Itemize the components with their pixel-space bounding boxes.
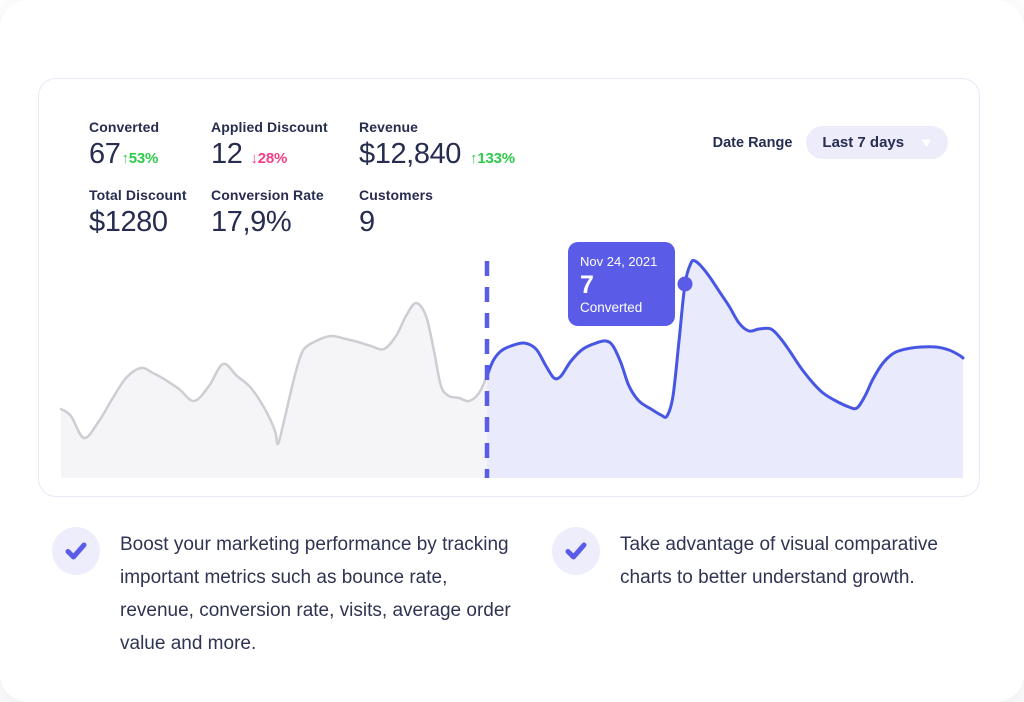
highlight-dot — [677, 276, 693, 292]
comparison-area-chart[interactable]: Nov 24, 2021 7 Converted — [59, 242, 965, 478]
check-circle-icon — [552, 527, 600, 575]
tooltip-date: Nov 24, 2021 — [580, 254, 658, 269]
date-range-dropdown[interactable]: Last 7 days ▼ — [806, 126, 948, 159]
chevron-down-icon: ▼ — [918, 135, 935, 150]
metric-conversion-rate: Conversion Rate 17,9% — [211, 187, 359, 255]
previous-period-line — [59, 301, 489, 446]
metric-label: Applied Discount — [211, 119, 328, 135]
metric-label: Customers — [359, 187, 434, 203]
metric-value: $12,840 — [359, 138, 462, 170]
metric-value: 67 — [89, 138, 121, 170]
metric-converted: Converted 67 ↑53% — [89, 119, 211, 187]
metric-label: Converted — [89, 119, 160, 135]
check-circle-icon — [52, 527, 100, 575]
date-range-control: Date Range Last 7 days ▼ — [713, 126, 948, 159]
metric-customers: Customers 9 — [359, 187, 589, 255]
metric-label: Conversion Rate — [211, 187, 324, 203]
date-range-selected-value: Last 7 days — [822, 134, 905, 151]
metric-total-discount: Total Discount $1280 — [89, 187, 211, 255]
tooltip-metric-name: Converted — [580, 300, 643, 315]
tooltip-value: 7 — [580, 271, 594, 299]
chart-tooltip: Nov 24, 2021 7 Converted — [568, 242, 675, 326]
metric-delta: ↓28% — [250, 150, 288, 167]
feature-bullets: Boost your marketing performance by trac… — [52, 527, 990, 660]
metric-delta: ↑53% — [121, 150, 159, 167]
bullet-text: Boost your marketing performance by trac… — [120, 534, 511, 654]
date-range-label: Date Range — [712, 134, 793, 151]
metric-value: 12 — [211, 138, 243, 170]
previous-period-area — [61, 303, 487, 478]
metric-applied-discount: Applied Discount 12 ↓28% — [211, 119, 359, 187]
metric-label: Total Discount — [89, 187, 187, 203]
analytics-card: Converted 67 ↑53% Applied Discount 12 ↓2… — [38, 78, 980, 497]
metric-value: 17,9% — [211, 206, 292, 238]
metrics-grid: Converted 67 ↑53% Applied Discount 12 ↓2… — [89, 119, 589, 255]
metric-label: Revenue — [359, 119, 419, 135]
chart-canvas[interactable] — [59, 256, 965, 478]
current-period-area — [487, 260, 963, 478]
metric-value: $1280 — [89, 206, 168, 238]
bullet-item: Boost your marketing performance by trac… — [52, 527, 520, 660]
metric-value: 9 — [359, 206, 375, 238]
bullet-text: Take advantage of visual comparative cha… — [620, 534, 938, 588]
metric-revenue: Revenue $12,840 ↑133% — [359, 119, 589, 187]
metric-delta: ↑133% — [470, 150, 515, 167]
bullet-item: Take advantage of visual comparative cha… — [552, 527, 990, 660]
current-period-line — [485, 258, 965, 419]
